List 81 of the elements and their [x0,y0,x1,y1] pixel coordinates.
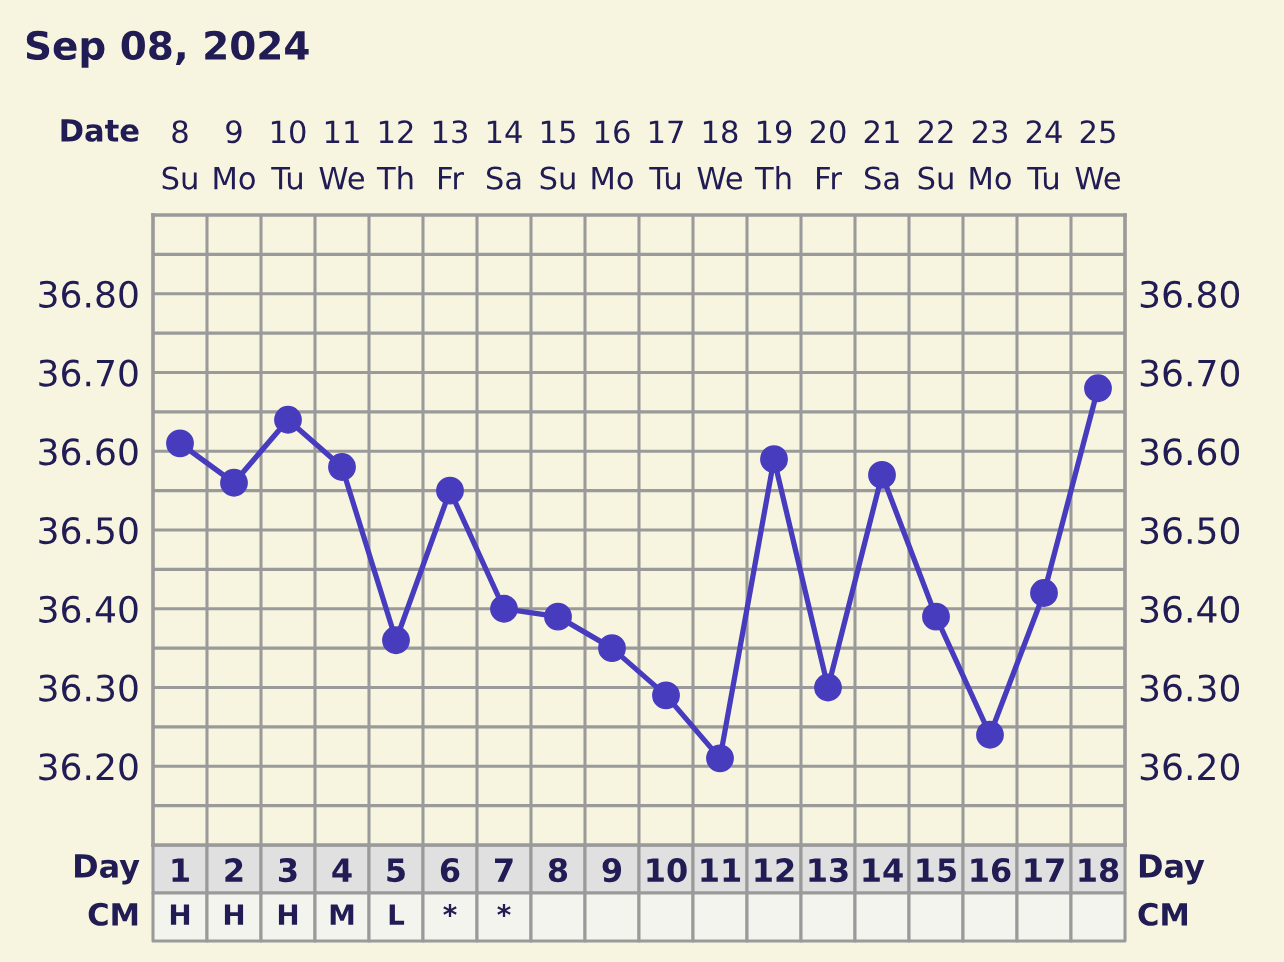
y2-tick-label: 36.60 [1140,438,1240,466]
point [976,720,1004,749]
point [544,602,572,631]
point [652,681,680,710]
x-axis-title: Day [75,854,140,885]
x-tick-label: 18 [1079,858,1119,883]
y2-tick-label: 36.80 [1140,280,1240,308]
x2-tick-label: 10 Tu [271,120,306,190]
text: Day [1139,854,1205,885]
point [706,744,734,773]
x-tick-label: 14 [863,858,903,882]
point [382,626,410,655]
x2-tick-label: 11 We [319,120,364,190]
x-tick-label: 3 [279,858,297,883]
x-tick-label: 17 [1025,858,1064,882]
x-tick-label: 15 [917,858,956,883]
x2-tick-label: 9 Mo [214,120,255,190]
x2-axis-title: Date [61,119,139,142]
point [922,602,950,631]
y-tick-label: 36.40 [39,595,138,623]
x2-tick-label: 23 Mo [970,120,1011,190]
x2-tick-label: 15 Su [540,120,575,190]
point [814,673,842,702]
x2-tick-label: 16 Mo [592,120,633,190]
y2-tick-label: 36.30 [1140,674,1240,702]
x-tick-label: 5 [387,858,405,883]
y-tick-label: 36.70 [39,359,138,387]
text: M [330,904,354,925]
point [274,405,302,434]
x2-tick-label: 25 We [1075,120,1120,190]
y2-tick-label: 36.40 [1140,595,1240,623]
y2-tick-label: 36.20 [1140,753,1240,781]
text: L [389,904,405,925]
x2-tick-label: 20 Fr [810,120,846,190]
point [328,453,356,481]
x-tick-label: 10 [647,858,687,883]
x-tick-label: 4 [332,858,352,882]
y-tick-label: 36.30 [39,674,138,702]
x2-tick-label: 21 Sa [864,120,899,190]
chart-title: Sep 08, 2024 [26,30,309,68]
x-tick-label: 12 [755,858,794,882]
x2-tick-label: 13 Fr [433,120,467,190]
text: H [278,904,298,925]
x2-tick-label: 12 Th [376,120,413,190]
text: H [170,904,190,925]
point [166,429,194,458]
x2-tick-label: 19 Th [754,120,792,190]
text: * [497,904,511,917]
text: H [224,904,244,925]
x-tick-label: 6 [440,858,460,883]
point [490,594,518,623]
point [598,634,626,663]
text: CM [88,902,138,926]
y-tick-label: 36.20 [39,753,138,781]
x-tick-label: 2 [225,858,243,882]
x-tick-label: 11 [701,858,741,882]
text: CM [1138,902,1188,926]
text: * [443,904,457,917]
x-tick-label: 13 [809,858,848,883]
point [760,445,788,474]
x2-tick-label: 24 Tu [1026,120,1062,190]
y-tick-label: 36.60 [39,438,138,466]
y2-tick-label: 36.70 [1140,359,1240,387]
point [1030,579,1058,607]
x2-tick-label: 18 We [697,120,742,190]
point [868,460,896,489]
y2-tick-label: 36.50 [1140,516,1240,545]
x-tick-label: 8 [548,858,568,883]
y-tick-label: 36.80 [39,280,138,308]
x-tick-label: 16 [971,858,1011,883]
x2-tick-label: 17 Tu [649,120,683,190]
y-tick-label: 36.50 [39,516,138,545]
point [436,476,464,505]
x2-tick-label: 14 Sa [486,120,522,190]
x2-tick-label: 22 Su [918,120,953,190]
x2-tick-label: 8 Su [162,120,197,190]
x-tick-label: 7 [495,858,513,882]
point [1084,374,1112,403]
point [220,468,248,497]
x-tick-label: 1 [172,858,189,882]
x-tick-label: 9 [602,858,622,883]
